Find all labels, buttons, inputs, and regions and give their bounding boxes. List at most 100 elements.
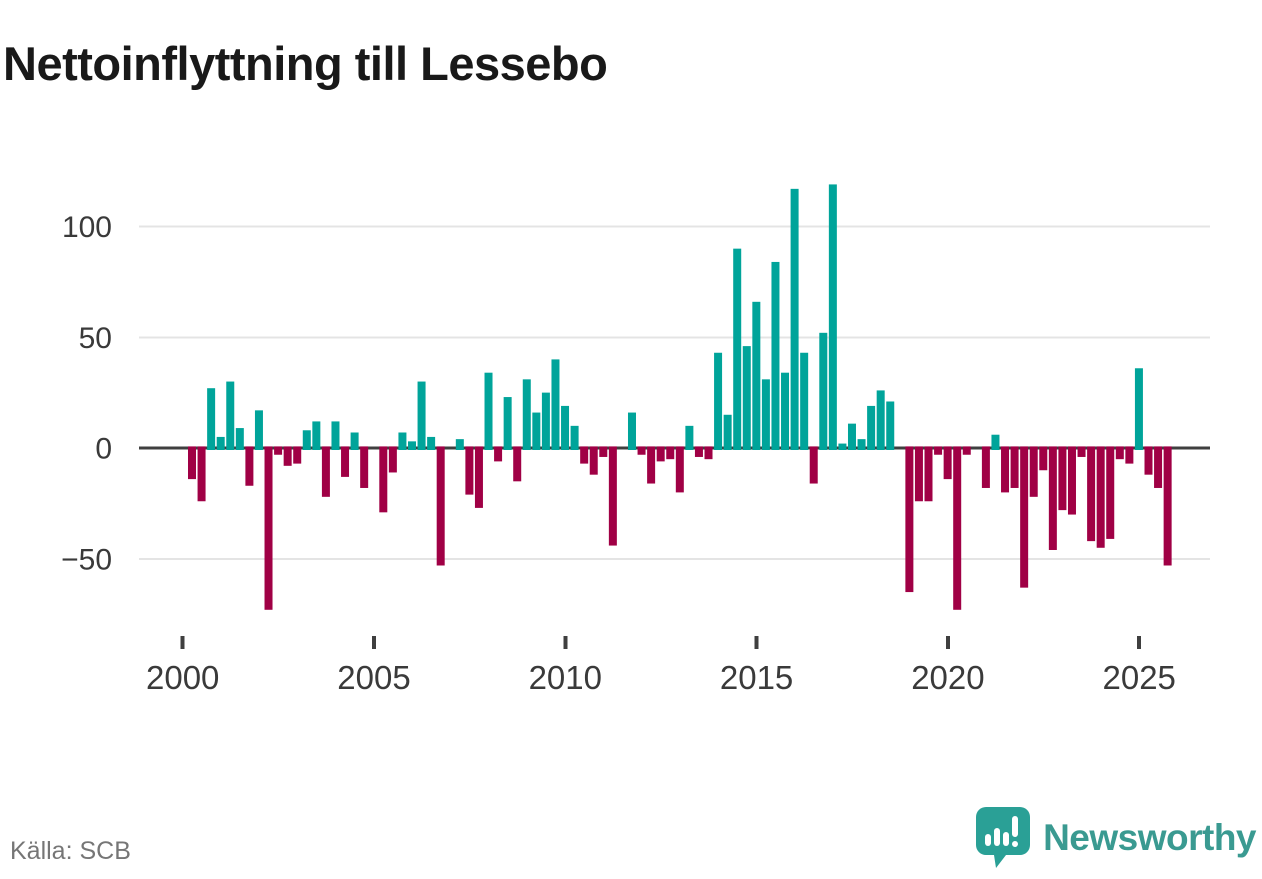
bar — [914, 446, 923, 502]
bar — [905, 446, 914, 593]
zero-axis-line — [139, 446, 1210, 450]
bar — [675, 446, 684, 493]
bar — [847, 423, 856, 450]
y-axis-label: −50 — [61, 543, 112, 576]
bar — [207, 388, 216, 450]
gridline — [139, 336, 1210, 339]
brand-name: Newsworthy — [1043, 817, 1256, 858]
bar — [1029, 446, 1038, 497]
bar — [331, 421, 340, 450]
bar — [637, 446, 646, 455]
bar — [302, 430, 311, 450]
page-title: Nettoinflyttning till Lessebo — [3, 37, 608, 91]
x-axis-tick — [563, 636, 568, 649]
bar — [226, 381, 235, 450]
bar — [857, 439, 866, 450]
x-axis-label: 2010 — [529, 659, 602, 696]
bar — [1058, 446, 1067, 511]
x-axis-label: 2020 — [911, 659, 984, 696]
x-axis-tick — [1137, 636, 1142, 649]
bar — [532, 412, 541, 450]
bar — [1163, 446, 1172, 566]
bar — [580, 446, 589, 464]
bar — [1020, 446, 1029, 588]
bar — [953, 446, 962, 610]
y-axis-label: 100 — [62, 211, 112, 244]
bar — [1154, 446, 1163, 488]
bar — [398, 432, 407, 450]
bar — [714, 352, 723, 450]
bar — [599, 446, 608, 457]
bar — [876, 390, 885, 450]
bar — [685, 425, 694, 450]
bar — [1106, 446, 1115, 539]
bar — [886, 401, 895, 450]
x-axis-label: 2025 — [1102, 659, 1175, 696]
bar — [752, 301, 761, 450]
bar — [800, 352, 809, 450]
bar — [188, 446, 196, 480]
bar — [283, 446, 292, 466]
bar — [465, 446, 474, 495]
bar — [1067, 446, 1076, 515]
x-axis-label: 2015 — [720, 659, 793, 696]
bar — [216, 436, 225, 450]
bar — [388, 446, 397, 473]
bar — [321, 446, 330, 497]
bar — [991, 434, 1000, 450]
bar — [513, 446, 522, 482]
bar — [589, 446, 598, 475]
bar — [1134, 368, 1143, 450]
bar — [264, 446, 273, 610]
bar — [1087, 446, 1096, 542]
bar — [541, 392, 550, 450]
bar — [484, 372, 493, 450]
newsworthy-logo[interactable]: Newsworthy — [976, 807, 1256, 869]
source-note: Källa: SCB — [10, 837, 131, 865]
bar — [312, 421, 321, 450]
bar — [551, 359, 560, 450]
bar — [436, 446, 445, 566]
bar — [1010, 446, 1019, 488]
bar — [235, 428, 244, 450]
gridline — [139, 557, 1210, 560]
bar — [924, 446, 933, 502]
bar — [647, 446, 656, 484]
bar — [1039, 446, 1048, 471]
bar — [723, 414, 732, 450]
bar — [1001, 446, 1010, 493]
bar — [838, 443, 847, 450]
bar — [417, 381, 426, 450]
bar — [867, 405, 876, 450]
bar — [819, 332, 828, 450]
bar — [934, 446, 943, 455]
x-axis-tick — [754, 636, 759, 649]
bar — [427, 436, 436, 450]
x-axis-tick — [945, 636, 950, 649]
bar — [274, 446, 283, 455]
bar — [503, 397, 512, 450]
bar — [828, 184, 837, 451]
x-axis-tick — [372, 636, 376, 649]
bar — [761, 379, 770, 450]
bar — [656, 446, 665, 462]
bar — [494, 446, 503, 462]
y-axis-label: 50 — [79, 322, 112, 355]
y-axis-label: 0 — [95, 433, 112, 466]
bar — [981, 446, 990, 488]
logo-bars-icon — [985, 816, 1019, 847]
gridline — [139, 225, 1210, 228]
bar — [694, 446, 703, 457]
bar — [561, 405, 570, 450]
bar — [771, 261, 780, 450]
bar — [254, 410, 263, 450]
bar — [943, 446, 952, 480]
x-axis-tick — [180, 636, 185, 649]
bar — [522, 379, 531, 450]
x-axis-label: 2005 — [337, 659, 410, 696]
bar — [1077, 446, 1086, 457]
bar — [781, 372, 790, 450]
bar — [1144, 446, 1153, 475]
bar — [742, 346, 751, 450]
